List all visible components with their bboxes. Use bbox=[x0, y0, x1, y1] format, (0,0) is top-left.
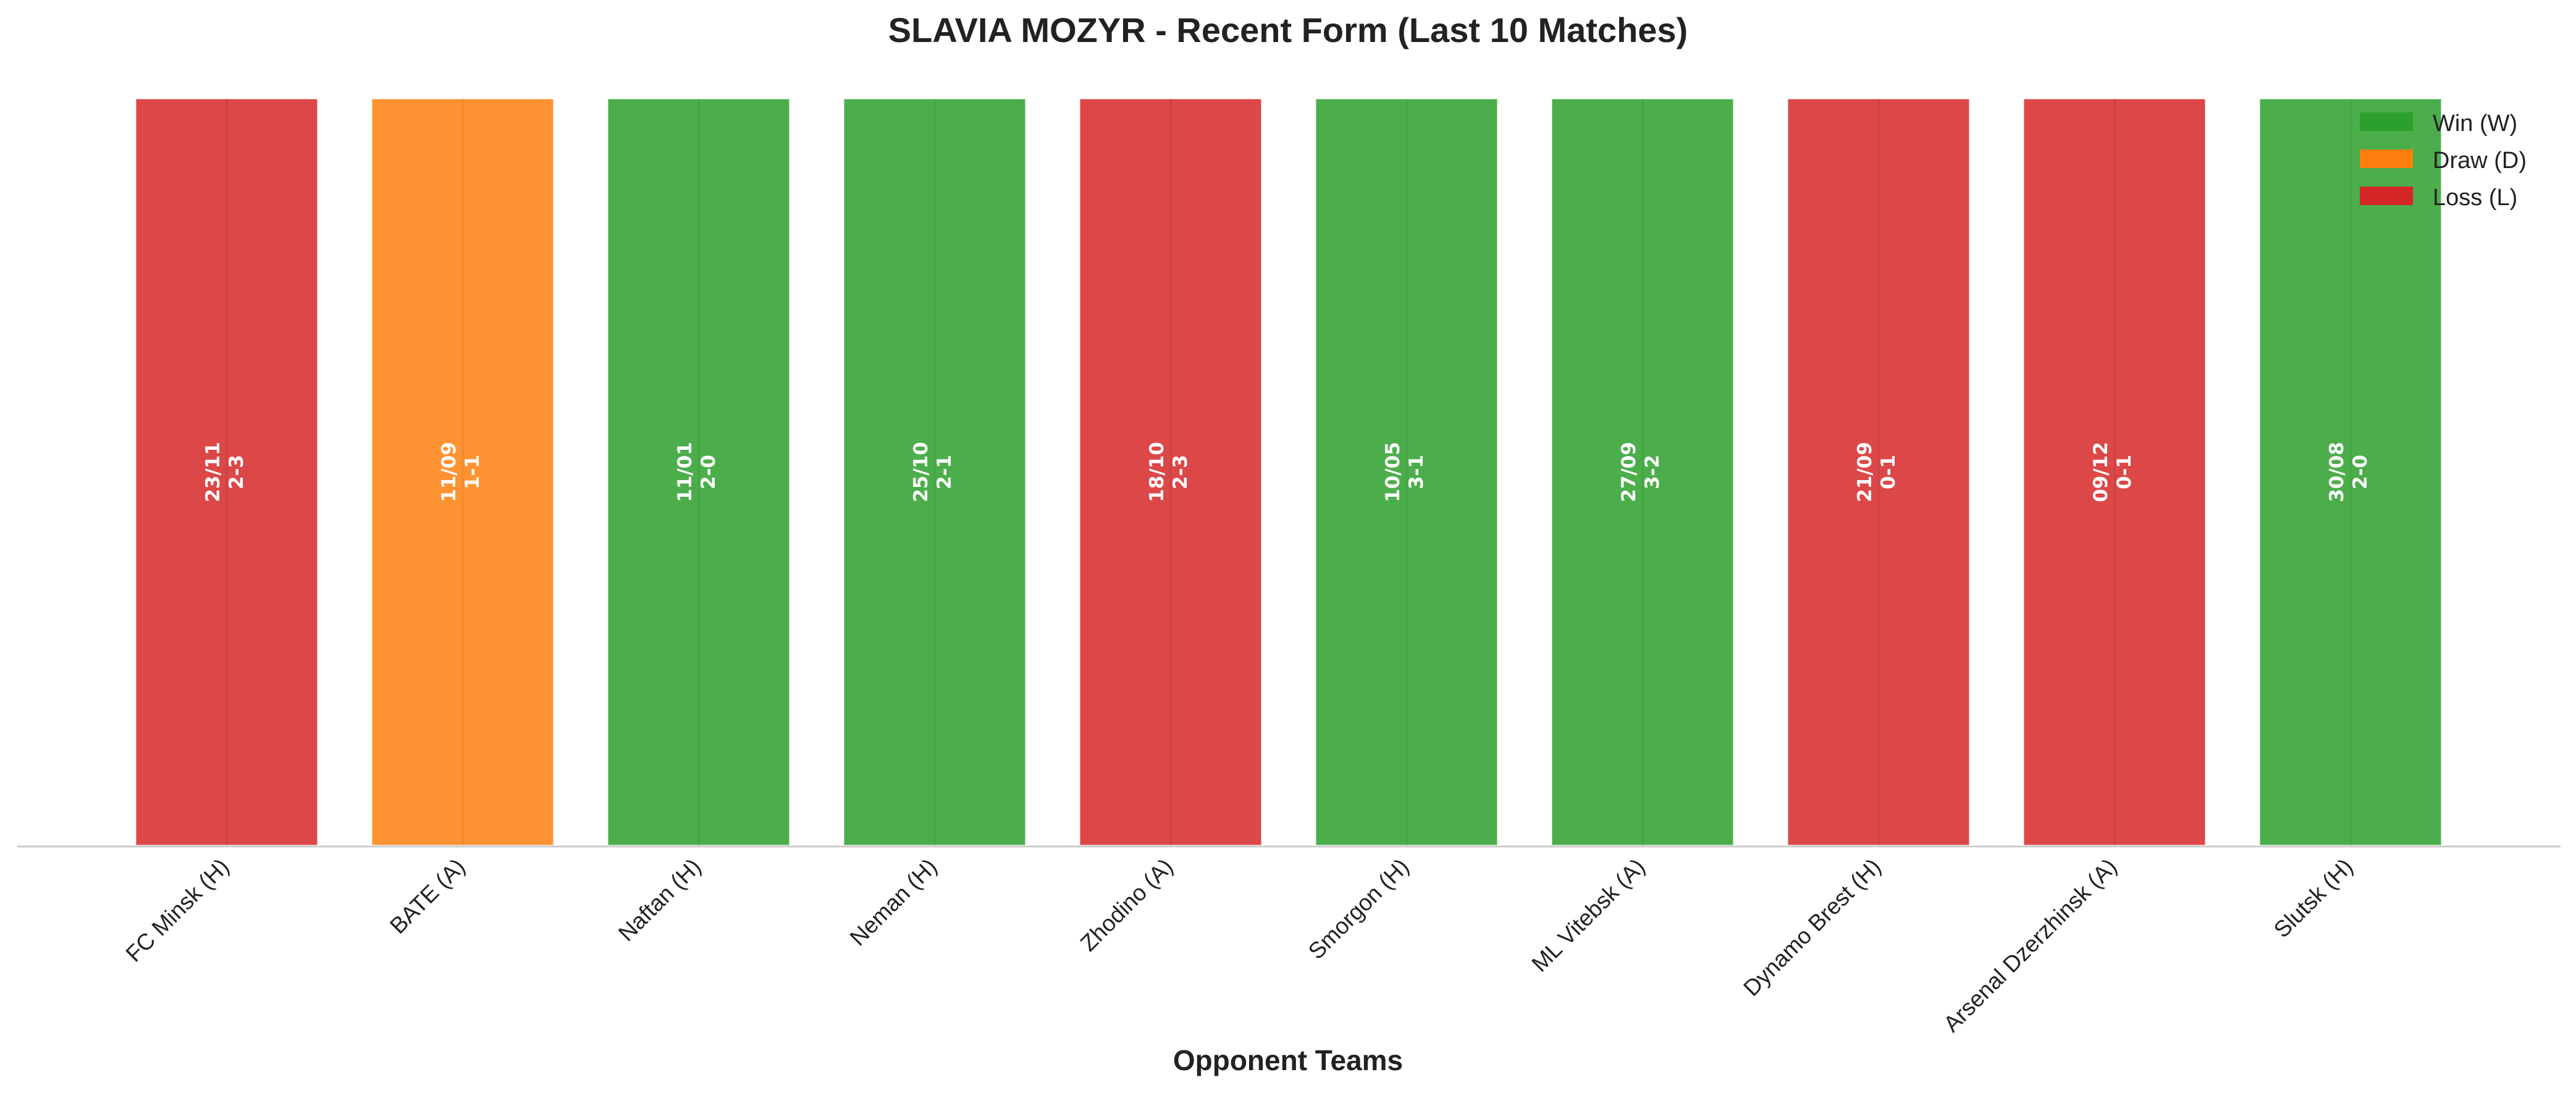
x-tick-labels: FC Minsk (H) BATE (A) Naftan (H) Neman (H) Z… bbox=[121, 854, 2358, 1037]
bar-5 bbox=[1077, 96, 1265, 848]
bar-date-label: 18/10 bbox=[1146, 442, 1168, 502]
bar-score-label: 2-0 bbox=[2349, 455, 2372, 489]
x-axis-label: Opponent Teams bbox=[1173, 1044, 1403, 1076]
x-tick-label: Zhodino (A) bbox=[1075, 854, 1178, 956]
bar-date-label: 10/05 bbox=[1382, 442, 1404, 502]
bar-date-label: 21/09 bbox=[1854, 442, 1876, 502]
x-tick-label: FC Minsk (H) bbox=[121, 854, 234, 967]
bar-score-label: 3-2 bbox=[1641, 455, 1664, 489]
bar-date-label: 27/09 bbox=[1618, 442, 1640, 502]
legend-swatch-w bbox=[2360, 112, 2413, 131]
legend-label-l: Loss (L) bbox=[2433, 185, 2517, 211]
bar-score-label: 0-1 bbox=[2113, 455, 2136, 489]
bar-labels-group: 23/11 2-3 11/09 1-1 11/01 2-0 25/10 2-1 18/10 2-3… bbox=[202, 442, 2372, 502]
x-tick-label: Neman (H) bbox=[845, 854, 942, 951]
bar-8 bbox=[1785, 96, 1972, 848]
bar-date-label: 25/10 bbox=[910, 442, 932, 502]
bar-score-label: 2-1 bbox=[933, 455, 956, 489]
bar-10 bbox=[2257, 96, 2444, 848]
x-tick-label: BATE (A) bbox=[385, 854, 470, 939]
bars-group bbox=[133, 96, 2444, 848]
legend: Win (W) Draw (D) Loss (L) bbox=[2360, 111, 2527, 211]
bar-score-label: 1-1 bbox=[461, 455, 484, 489]
x-tick-label: Dynamo Brest (H) bbox=[1738, 854, 1885, 1001]
legend-swatch-l bbox=[2360, 187, 2413, 205]
bar-4 bbox=[841, 96, 1029, 848]
bar-score-label: 2-3 bbox=[225, 455, 248, 489]
x-tick-label: ML Vitebsk (A) bbox=[1527, 854, 1650, 977]
bar-date-label: 30/08 bbox=[2326, 442, 2348, 502]
x-tick-label: Arsenal Dzerzhinsk (A) bbox=[1938, 854, 2122, 1037]
legend-label-w: Win (W) bbox=[2433, 111, 2517, 137]
bar-date-label: 23/11 bbox=[202, 442, 224, 502]
bar-date-label: 09/12 bbox=[2090, 442, 2112, 502]
x-tick-label: Smorgon (H) bbox=[1303, 854, 1414, 964]
bar-score-label: 2-0 bbox=[697, 455, 720, 489]
bar-3 bbox=[605, 96, 793, 848]
bar-score-label: 3-1 bbox=[1405, 455, 1428, 489]
legend-swatch-d bbox=[2360, 150, 2413, 168]
bar-1 bbox=[133, 96, 321, 848]
x-tick-label: Slutsk (H) bbox=[2269, 854, 2358, 943]
bar-score-label: 2-3 bbox=[1169, 455, 1192, 489]
bar-2 bbox=[369, 96, 557, 848]
bar-6 bbox=[1313, 96, 1501, 848]
bar-date-label: 11/09 bbox=[438, 442, 460, 502]
bar-date-label: 11/01 bbox=[674, 442, 696, 502]
legend-label-d: Draw (D) bbox=[2433, 148, 2527, 174]
x-tick-label: Naftan (H) bbox=[613, 854, 706, 947]
bar-score-label: 0-1 bbox=[1877, 455, 1900, 489]
chart-title: SLAVIA MOZYR - Recent Form (Last 10 Matc… bbox=[888, 11, 1688, 49]
bar-7 bbox=[1549, 96, 1736, 848]
